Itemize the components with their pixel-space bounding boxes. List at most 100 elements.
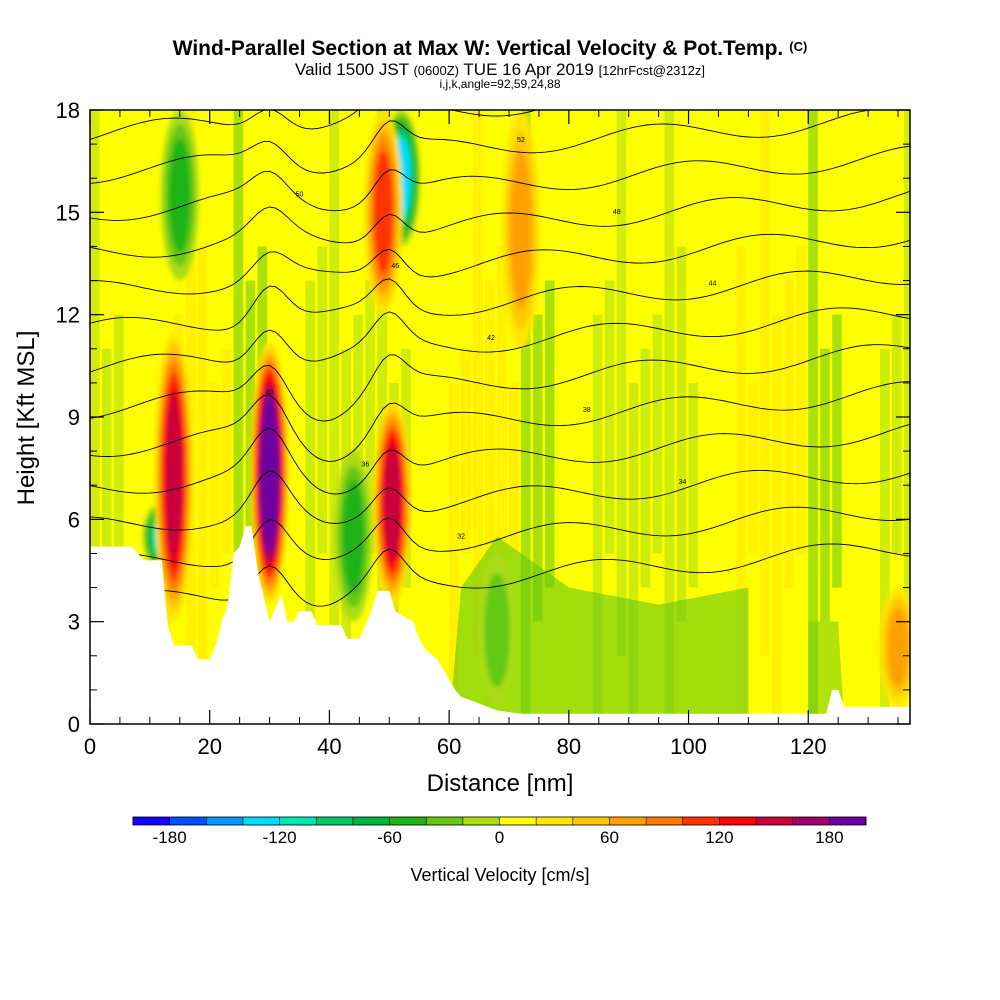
isentrope-line xyxy=(90,270,910,331)
downdraft-region xyxy=(449,536,749,724)
velocity-field xyxy=(90,110,926,724)
colorbar-swatch xyxy=(169,817,207,825)
colorbar-tick-label: -180 xyxy=(153,828,187,847)
y-tick-label: 12 xyxy=(56,303,80,328)
downdraft-core xyxy=(484,572,510,688)
updraft-core xyxy=(374,150,393,274)
velocity-band xyxy=(125,280,136,724)
velocity-band xyxy=(796,246,806,554)
colorbar-swatch xyxy=(242,817,281,825)
contour-label: 46 xyxy=(391,263,399,270)
updraft-core xyxy=(261,401,278,546)
velocity-band xyxy=(329,110,339,656)
velocity-band xyxy=(604,280,615,554)
colorbar-tick-label: 180 xyxy=(815,828,843,847)
velocity-band xyxy=(221,348,232,554)
colorbar-swatch xyxy=(352,817,391,825)
contour-label: 34 xyxy=(679,479,687,486)
colorbar-swatch xyxy=(206,817,244,825)
colorbar-tick-label: 120 xyxy=(705,828,733,847)
velocity-band xyxy=(676,246,687,622)
x-tick-label: 120 xyxy=(790,734,827,759)
velocity-band xyxy=(820,348,830,622)
isentrope-line xyxy=(90,110,910,184)
colorbar-label: Vertical Velocity [cm/s] xyxy=(410,865,589,885)
x-tick-label: 100 xyxy=(670,734,707,759)
colorbar-swatch xyxy=(756,817,794,825)
x-axis-label: Distance [nm] xyxy=(427,770,574,797)
velocity-band xyxy=(556,246,567,724)
velocity-band xyxy=(449,382,459,724)
colorbar-swatch xyxy=(682,817,720,825)
isentrope-line xyxy=(90,506,910,568)
colorbar-swatch xyxy=(316,817,354,825)
colorbar-tick-label: 0 xyxy=(495,828,504,847)
isentrope-line xyxy=(90,145,910,221)
velocity-band xyxy=(305,280,316,724)
isentrope-line xyxy=(90,233,910,295)
velocity-band xyxy=(365,280,375,554)
velocity-band xyxy=(868,382,878,622)
y-tick-label: 15 xyxy=(56,200,80,225)
velocity-band xyxy=(425,110,435,656)
isentrope-line xyxy=(90,190,910,258)
velocity-band xyxy=(245,280,256,622)
velocity-band xyxy=(137,110,148,656)
velocity-band xyxy=(233,110,244,724)
colorbar-swatch xyxy=(133,817,171,825)
x-tick-label: 80 xyxy=(557,734,581,759)
y-tick-label: 0 xyxy=(68,712,80,737)
velocity-band xyxy=(808,110,818,724)
x-tick-label: 20 xyxy=(197,734,221,759)
velocity-band xyxy=(580,348,591,622)
velocity-band xyxy=(784,280,794,588)
velocity-band xyxy=(353,314,363,588)
colorbar-tick-label: -120 xyxy=(263,828,297,847)
downdraft-core xyxy=(342,479,365,594)
velocity-band xyxy=(485,280,495,724)
updraft-core xyxy=(383,443,401,561)
velocity-band xyxy=(592,314,603,724)
x-tick-label: 0 xyxy=(84,734,96,759)
velocity-band xyxy=(916,246,926,724)
colorbar-swatch xyxy=(572,817,610,825)
chart-subtitle: Valid 1500 JST (0600Z) TUE 16 Apr 2019 [… xyxy=(295,60,705,79)
colorbar-swatch xyxy=(536,817,574,825)
chart-title: Wind-Parallel Section at Max W: Vertical… xyxy=(173,37,808,60)
colorbar-swatch xyxy=(462,817,500,825)
pot-temp-contours: 30323436384042444648505254 xyxy=(90,83,910,607)
velocity-band xyxy=(461,348,471,554)
velocity-band xyxy=(628,382,639,724)
y-axis-label: Height [Kft MSL] xyxy=(13,331,40,506)
velocity-band xyxy=(652,314,663,554)
contour-label: 48 xyxy=(613,209,621,216)
velocity-band xyxy=(760,110,770,656)
updraft-core xyxy=(510,149,532,309)
velocity-band xyxy=(724,280,735,622)
velocity-band xyxy=(101,348,112,622)
contour-label: 40 xyxy=(266,389,274,396)
colorbar-swatch xyxy=(426,817,464,825)
isentrope-line xyxy=(90,307,910,373)
velocity-band xyxy=(712,110,723,656)
y-tick-label: 6 xyxy=(68,507,80,532)
x-tick-label: 60 xyxy=(437,734,461,759)
colorbar-tick-label: -60 xyxy=(377,828,402,847)
velocity-band xyxy=(544,280,555,588)
y-tick-label: 3 xyxy=(68,610,80,635)
velocity-band xyxy=(281,110,292,656)
contour-label: 54 xyxy=(739,83,747,90)
downdraft-core xyxy=(168,138,191,253)
velocity-band xyxy=(568,110,579,656)
updraft-core xyxy=(165,393,183,560)
velocity-band xyxy=(664,110,675,724)
velocity-band xyxy=(772,314,782,724)
isentrope-line xyxy=(90,543,910,607)
velocity-band xyxy=(520,110,531,724)
isentrope-line xyxy=(90,469,910,531)
velocity-band xyxy=(209,382,220,588)
colorbar-swatch xyxy=(499,817,537,825)
contour-label: 52 xyxy=(517,137,525,144)
colorbar-swatch xyxy=(609,817,647,825)
